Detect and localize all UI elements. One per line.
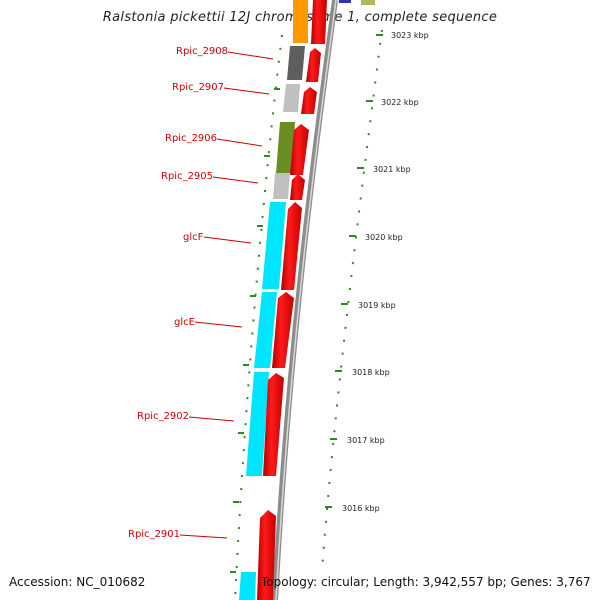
gene-label-glce: glcE (174, 317, 195, 328)
gene-labels: Rpic_2908 Rpic_2907 Rpic_2906 Rpic_2905 … (128, 46, 228, 540)
scale-labels: 3023 kbp 3022 kbp 3021 kbp 3020 kbp 3019… (342, 31, 429, 513)
gene-label-rpic-2901: Rpic_2901 (128, 529, 180, 540)
cds-arrow-rpic-2906 (290, 124, 309, 175)
cog-block-rpic-2908 (287, 46, 305, 80)
gene-label-rpic-2905: Rpic_2905 (161, 171, 213, 182)
inner-major-ticks (230, 88, 280, 573)
cds-arrow-rpic-2908 (306, 48, 321, 82)
scale-label-3019: 3019 kbp (358, 301, 396, 310)
cds-arrow-rpic-2905 (290, 174, 305, 200)
scale-label-3020: 3020 kbp (365, 233, 403, 242)
cog-block-glcf (262, 202, 286, 289)
cds-arrow-rpic-2907 (301, 87, 317, 114)
scale-label-3017: 3017 kbp (347, 436, 385, 445)
cds-arrow-glcf (281, 202, 302, 290)
cog-block-rpic-2907 (283, 84, 300, 112)
genome-summary: Topology: circular; Length: 3,942,557 bp… (261, 575, 591, 589)
scale-label-3018: 3018 kbp (352, 368, 390, 377)
scale-label-3021: 3021 kbp (373, 165, 411, 174)
cog-block-glce (254, 292, 277, 368)
scale-label-3016: 3016 kbp (342, 504, 380, 513)
backbone-arc (272, 0, 338, 600)
gene-label-glcf: glcF (183, 232, 204, 243)
label-leaders (179, 51, 274, 539)
scale-major-ticks (325, 34, 383, 508)
gene-label-rpic-2908: Rpic_2908 (176, 46, 228, 57)
cog-track (239, 46, 305, 600)
scale-label-3022: 3022 kbp (381, 98, 419, 107)
cog-block-rpic-2906 (276, 122, 295, 173)
gene-label-rpic-2906: Rpic_2906 (165, 133, 217, 144)
scale-label-3023: 3023 kbp (391, 31, 429, 40)
cog-block-rpic-2900 (239, 572, 256, 600)
cds-arrow-rpic-2902 (263, 373, 284, 476)
cds-track (257, 48, 321, 600)
gene-label-rpic-2907: Rpic_2907 (172, 82, 224, 93)
accession-text: Accession: NC_010682 (9, 575, 146, 589)
cds-arrow-top (311, 0, 327, 44)
gene-block-top-orange (293, 0, 308, 43)
cog-block-rpic-2905 (273, 173, 290, 199)
scale-ring (321, 29, 383, 571)
gene-block-top-olive (361, 0, 375, 5)
cds-arrow-rpic-2901 (257, 510, 276, 600)
cds-arrow-glce (272, 292, 294, 368)
cog-block-rpic-2902 (246, 372, 269, 476)
gene-label-rpic-2902: Rpic_2902 (137, 411, 189, 422)
